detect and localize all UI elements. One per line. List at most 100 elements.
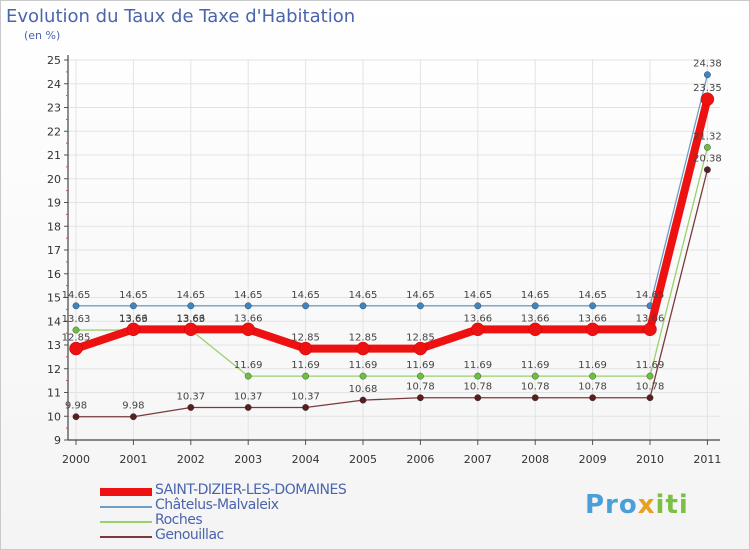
- series-0-point-4: [302, 302, 309, 310]
- series-2-point-7: [474, 394, 482, 402]
- series-2-point-10: [646, 394, 654, 402]
- series-1-label-4: 11.69: [291, 360, 320, 371]
- y-tick-label-16: 16: [47, 268, 61, 281]
- series-3-label-4: 12.85: [291, 333, 320, 344]
- chart-title: Evolution du Taux de Taxe d'Habitation: [6, 6, 356, 27]
- legend-swatch-chatelus: [100, 506, 152, 508]
- series-3-point-3: [241, 322, 255, 337]
- y-tick-label-14: 14: [47, 315, 61, 328]
- series-3-point-0: [69, 341, 83, 356]
- series-2-point-5: [359, 396, 367, 404]
- series-0-label-4: 14.65: [291, 290, 320, 301]
- legend-label-saint-dizier: SAINT-DIZIER-LES-DOMAINES: [155, 482, 347, 498]
- series-1-point-7: [474, 372, 482, 380]
- series-3-label-1: 13.66: [119, 313, 148, 324]
- series-0-label-11: 24.38: [693, 59, 722, 70]
- series-1-label-2: 13.63: [176, 314, 205, 325]
- series-2-label-8: 10.78: [521, 382, 550, 393]
- legend-swatch-roches: [100, 521, 152, 523]
- series-3-point-4: [298, 341, 313, 356]
- chart-subtitle: (en %): [24, 29, 61, 42]
- series-0-label-10: 14.65: [636, 290, 665, 301]
- x-tick-label-2000: 2000: [62, 453, 90, 466]
- series-2-label-10: 10.78: [636, 382, 665, 393]
- series-2-point-4: [302, 404, 309, 411]
- series-0-label-3: 14.65: [234, 290, 263, 301]
- series-1-label-10: 11.69: [636, 360, 665, 371]
- series-1-label-6: 11.69: [406, 360, 435, 371]
- series-1-point-9: [589, 372, 596, 380]
- x-tick-label-2004: 2004: [292, 453, 320, 466]
- series-1-label-0: 13.63: [62, 314, 91, 325]
- series-0-point-8: [531, 302, 539, 310]
- series-1-point-0: [72, 326, 80, 334]
- y-tick-label-17: 17: [47, 244, 61, 257]
- x-tick-label-2009: 2009: [579, 453, 607, 466]
- x-tick-label-2003: 2003: [234, 453, 262, 466]
- x-tick-label-2002: 2002: [177, 453, 205, 466]
- x-tick-label-2006: 2006: [406, 453, 434, 466]
- y-tick-label-23: 23: [47, 102, 61, 115]
- series-3-point-2: [184, 322, 198, 337]
- series-3-point-7: [471, 322, 485, 337]
- series-1-point-10: [646, 372, 654, 380]
- series-3-label-5: 12.85: [349, 333, 378, 344]
- series-2-point-1: [129, 413, 137, 421]
- legend-label-chatelus: Châtelus-Malvaleix: [155, 497, 279, 513]
- series-1-point-8: [531, 372, 539, 380]
- x-tick-label-2010: 2010: [636, 453, 664, 466]
- x-tick-label-2007: 2007: [464, 453, 492, 466]
- series-0-point-6: [416, 302, 424, 310]
- y-tick-label-25: 25: [47, 54, 61, 67]
- y-tick-label-10: 10: [47, 410, 61, 423]
- series-3-label-10: 13.66: [636, 313, 665, 324]
- y-tick-label-19: 19: [47, 197, 61, 210]
- series-0-label-5: 14.65: [349, 290, 378, 301]
- series-line-3: [74, 98, 712, 353]
- series-2-point-11: [704, 166, 711, 174]
- y-tick-label-9: 9: [54, 434, 61, 447]
- series-3-point-6: [413, 341, 428, 356]
- series-1-label-11: 21.32: [693, 131, 722, 142]
- series-2-point-8: [531, 394, 539, 402]
- series-line-1: [76, 147, 709, 377]
- series-3-point-10: [643, 322, 657, 337]
- series-0-label-1: 14.65: [119, 290, 148, 301]
- series-line-2: [76, 169, 709, 418]
- proxiti-logo: Proxiti: [585, 490, 689, 520]
- series-1-label-9: 11.69: [578, 360, 607, 371]
- series-2-point-3: [244, 404, 252, 411]
- series-0-point-2: [187, 302, 195, 310]
- legend-label-roches: Roches: [155, 512, 203, 528]
- y-tick-label-22: 22: [47, 125, 61, 138]
- series-3-label-0: 12.85: [62, 333, 91, 344]
- series-0-point-11: [704, 71, 711, 79]
- series-0-point-0: [72, 302, 80, 310]
- y-tick-label-18: 18: [47, 220, 61, 233]
- y-tick-label-15: 15: [47, 292, 61, 305]
- x-tick-label-2005: 2005: [349, 453, 377, 466]
- series-2-label-5: 10.68: [349, 384, 378, 395]
- series-line-0: [76, 74, 709, 307]
- series-3-label-11: 23.35: [693, 83, 722, 94]
- x-tick-label-2011: 2011: [693, 453, 721, 466]
- series-1-point-5: [359, 372, 367, 380]
- series-0-point-5: [359, 302, 367, 310]
- series-2-point-2: [187, 404, 195, 411]
- series-1-point-11: [704, 143, 711, 151]
- y-tick-label-24: 24: [47, 78, 61, 91]
- series-3-point-9: [585, 322, 600, 337]
- series-1-point-6: [416, 372, 424, 380]
- series-0-point-1: [129, 302, 137, 310]
- series-2-label-2: 10.37: [176, 391, 205, 402]
- legend-label-genouillac: Genouillac: [155, 527, 224, 543]
- series-2-point-0: [72, 413, 80, 421]
- series-2-point-6: [416, 394, 424, 402]
- y-tick-label-12: 12: [47, 363, 61, 376]
- series-2-label-3: 10.37: [234, 391, 263, 402]
- series-2-label-9: 10.78: [578, 382, 607, 393]
- series-1-label-1: 13.63: [119, 314, 148, 325]
- series-2-label-7: 10.78: [463, 382, 492, 393]
- series-3-point-8: [528, 322, 542, 337]
